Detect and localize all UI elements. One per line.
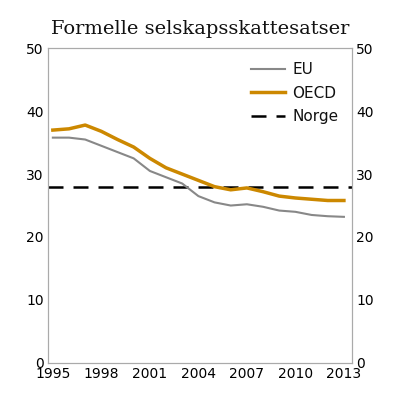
Line: EU: EU [53,138,344,217]
OECD [115,137,120,142]
OECD [67,127,72,131]
EU [83,137,88,142]
OECD [196,178,201,183]
OECD [244,185,249,190]
EU [164,175,168,180]
EU [131,156,136,161]
OECD [50,128,55,133]
Line: OECD: OECD [53,125,344,201]
EU [325,214,330,219]
EU [115,150,120,154]
OECD [148,156,152,161]
OECD [277,194,282,199]
OECD [131,145,136,150]
OECD [342,198,346,203]
OECD [212,184,217,189]
EU [309,212,314,217]
EU [261,204,266,209]
EU [212,200,217,205]
OECD [228,187,233,192]
EU [196,194,201,199]
EU [244,202,249,207]
OECD [293,195,298,200]
OECD [325,198,330,203]
EU [50,135,55,140]
EU [228,203,233,208]
OECD [309,197,314,202]
EU [342,214,346,219]
EU [180,181,185,186]
EU [99,143,104,148]
OECD [180,172,185,177]
OECD [164,165,168,170]
EU [148,168,152,173]
Title: Formelle selskapsskattesatser: Formelle selskapsskattesatser [51,21,349,38]
EU [277,208,282,213]
OECD [261,189,266,194]
OECD [99,129,104,134]
Legend: EU, OECD, Norge: EU, OECD, Norge [251,62,338,124]
EU [67,135,72,140]
EU [293,210,298,214]
OECD [83,123,88,127]
